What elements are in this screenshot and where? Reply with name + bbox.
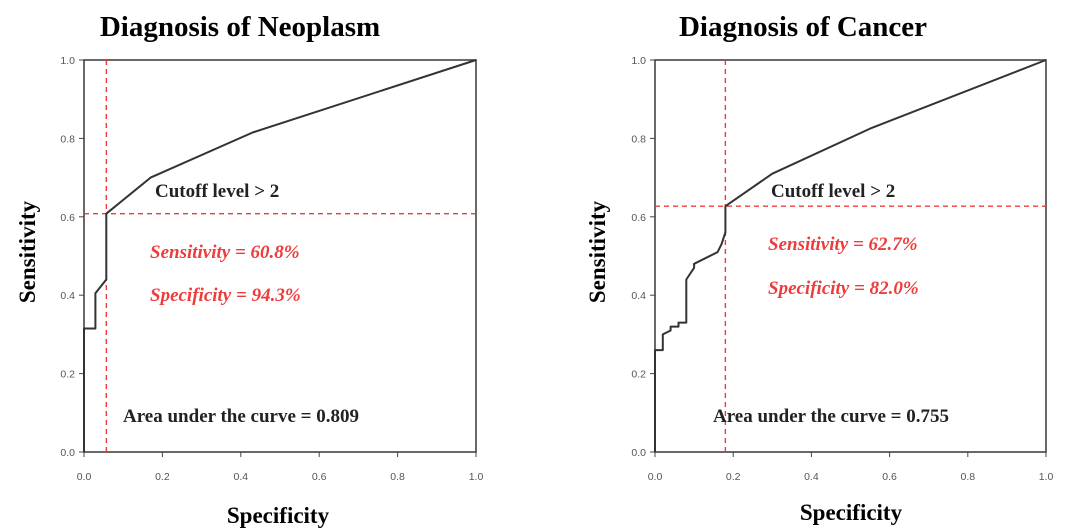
sensitivity-label: Sensitivity = 60.8% <box>150 242 300 263</box>
y-tick-label: 1.0 <box>60 55 75 67</box>
x-tick-labels: 0.0 0.2 0.4 0.6 0.8 1.0 <box>648 452 1054 483</box>
auc-label: Area under the curve = 0.809 <box>123 406 359 427</box>
y-tick-label: 0.4 <box>631 290 646 302</box>
x-tick-label: 0.2 <box>726 471 741 483</box>
x-tick-label: 0.4 <box>233 471 248 483</box>
specificity-label: Specificity = 94.3% <box>150 285 301 306</box>
y-tick-labels: 0.0 0.2 0.4 0.6 0.8 1.0 <box>631 55 655 459</box>
y-tick-label: 0.6 <box>631 212 646 224</box>
plot-frame <box>654 59 1047 453</box>
y-tick-labels: 0.0 0.2 0.4 0.6 0.8 1.0 <box>60 55 84 459</box>
x-tick-label: 1.0 <box>469 471 484 483</box>
x-tick-label: 1.0 <box>1039 471 1054 483</box>
x-tick-label: 0.8 <box>960 471 975 483</box>
roc-curve <box>83 59 477 452</box>
roc-chart-neoplasm: Diagnosis of Neoplasm 0.0 0.2 0.4 0.6 0.8 1.0… <box>15 11 484 528</box>
x-tick-label: 0.6 <box>312 471 327 483</box>
y-axis-label: Sensitivity <box>15 200 40 303</box>
x-tick-label: 0.0 <box>77 471 92 483</box>
chart-panel-neoplasm: Diagnosis of Neoplasm 0.0 0.2 0.4 0.6 0.8 1.0… <box>0 0 530 529</box>
y-axis-label: Sensitivity <box>585 200 610 303</box>
x-tick-label: 0.2 <box>155 471 170 483</box>
plot-frame <box>83 59 477 453</box>
y-tick-label: 0.2 <box>631 369 646 381</box>
chart-panel-cancer: Diagnosis of Cancer 0.0 0.2 0.4 0.6 0.8 1.0 0… <box>533 0 1063 529</box>
y-tick-label: 0.4 <box>60 290 75 302</box>
y-tick-label: 0.2 <box>60 369 75 381</box>
specificity-label: Specificity = 82.0% <box>768 278 919 299</box>
x-tick-labels: 0.0 0.2 0.4 0.6 0.8 1.0 <box>77 452 484 483</box>
x-tick-label: 0.4 <box>804 471 819 483</box>
roc-curve <box>654 59 1047 452</box>
cutoff-label: Cutoff level > 2 <box>771 181 895 202</box>
cutoff-label: Cutoff level > 2 <box>155 181 279 202</box>
chart-title: Diagnosis of Neoplasm <box>100 11 380 43</box>
x-tick-label: 0.0 <box>648 471 663 483</box>
x-axis-label: Specificity <box>800 500 903 525</box>
y-tick-label: 0.6 <box>60 212 75 224</box>
y-tick-label: 0.0 <box>60 447 75 459</box>
chart-title: Diagnosis of Cancer <box>679 11 927 43</box>
x-axis-label: Specificity <box>227 503 330 528</box>
y-tick-label: 0.8 <box>60 133 75 145</box>
y-tick-label: 1.0 <box>631 55 646 67</box>
auc-label: Area under the curve = 0.755 <box>713 406 949 427</box>
y-tick-label: 0.0 <box>631 447 646 459</box>
x-tick-label: 0.6 <box>882 471 897 483</box>
sensitivity-label: Sensitivity = 62.7% <box>768 234 918 255</box>
x-tick-label: 0.8 <box>390 471 405 483</box>
y-tick-label: 0.8 <box>631 133 646 145</box>
roc-chart-cancer: Diagnosis of Cancer 0.0 0.2 0.4 0.6 0.8 1.0 0… <box>585 11 1054 525</box>
